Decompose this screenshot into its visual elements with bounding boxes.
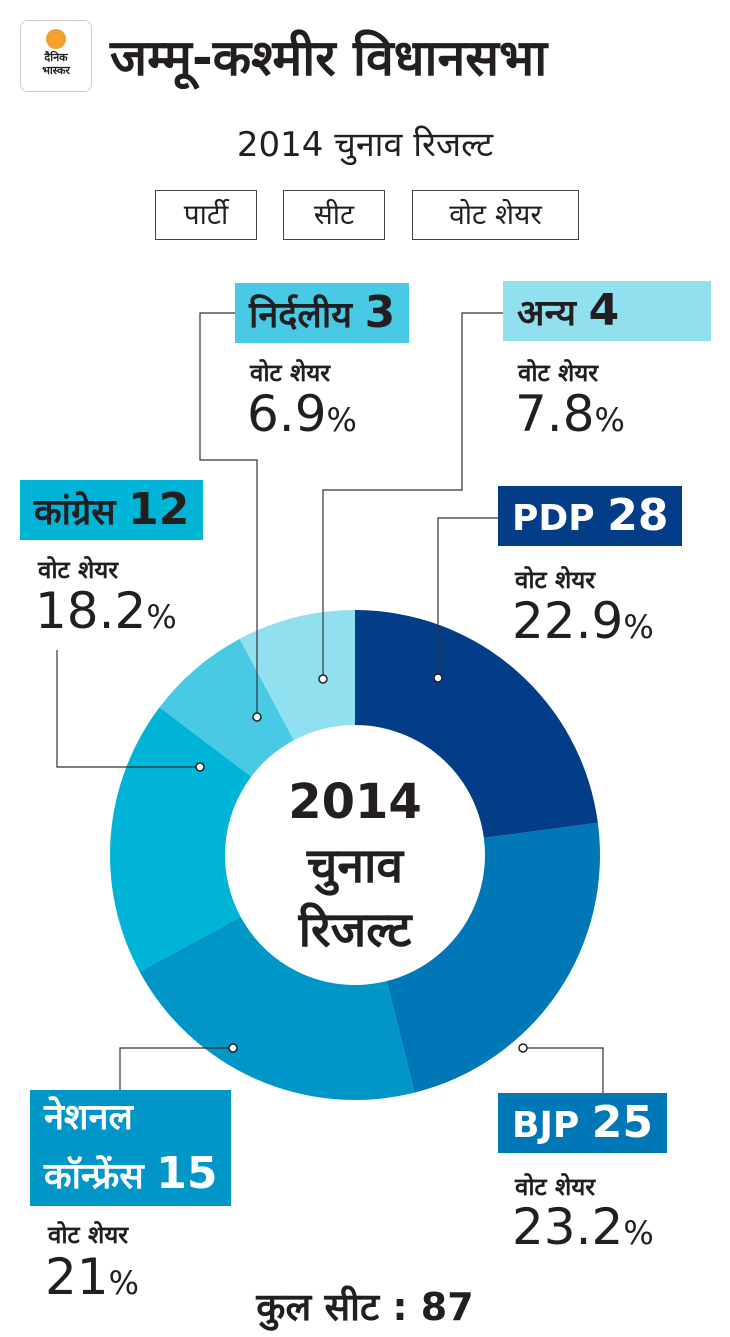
leader-line-0	[437, 517, 498, 678]
label-congress: कांग्रेस 12	[20, 480, 204, 540]
vote-share-independent: 6.9%	[247, 385, 357, 443]
leader-line-4	[199, 312, 258, 717]
leader-dot-0	[433, 673, 443, 683]
leader-dot-3	[195, 762, 205, 772]
page-title: जम्मू-कश्मीर विधानसभा	[110, 29, 548, 87]
seat-count: 25	[591, 1097, 653, 1148]
leader-dot-1	[518, 1043, 528, 1053]
vote-label: वोट शेयर	[48, 1221, 129, 1249]
subtitle: 2014 चुनाव रिजल्ट	[236, 125, 494, 165]
logo-line1: दैनिक	[44, 51, 68, 64]
party-name: PDP	[512, 498, 595, 539]
seat-count: 12	[128, 484, 190, 535]
label-nc: नेशनल कॉन्फ्रेंस 15	[30, 1090, 232, 1206]
leader-dot-2	[228, 1043, 238, 1053]
vote-label: वोट शेयर	[518, 359, 599, 387]
label-bjp: BJP 25	[498, 1093, 667, 1153]
center-line3: रिजल्ट	[298, 902, 412, 958]
vote-share-nc: 21%	[45, 1248, 140, 1306]
leader-dot-5	[318, 674, 328, 684]
label-others: अन्य 4	[503, 281, 711, 341]
tab-vote-share[interactable]: वोट शेयर	[412, 190, 579, 240]
slice-1	[386, 822, 600, 1093]
leader-line-2	[119, 1047, 233, 1090]
vote-share-others: 7.8%	[515, 385, 625, 443]
seat-count: 28	[607, 490, 669, 541]
leader-line-5	[322, 312, 503, 679]
vote-share-congress: 18.2%	[35, 582, 177, 640]
leader-line-3	[56, 650, 200, 768]
slice-3	[109, 707, 252, 972]
vote-label: वोट शेयर	[38, 556, 119, 584]
sun-icon	[46, 29, 66, 49]
vote-label: वोट शेयर	[515, 566, 596, 594]
seat-count: 4	[588, 285, 620, 336]
seat-count: 3	[364, 287, 396, 338]
total-seats: कुल सीट : 87	[256, 1285, 474, 1329]
vote-label: वोट शेयर	[250, 359, 331, 387]
center-label: 2014 चुनाव रिजल्ट	[255, 770, 455, 962]
leader-line-1	[523, 1047, 604, 1093]
center-year: 2014	[288, 774, 422, 830]
slice-5	[239, 610, 355, 741]
vote-label: वोट शेयर	[515, 1173, 596, 1201]
logo-line2: भास्कर	[42, 64, 70, 77]
center-line2: चुनाव	[306, 838, 404, 894]
label-independent: निर्दलीय 3	[235, 283, 410, 343]
slice-0	[355, 610, 598, 838]
leader-dot-4	[252, 712, 262, 722]
vote-share-bjp: 23.2%	[512, 1198, 654, 1256]
tab-seat[interactable]: सीट	[283, 190, 385, 240]
tab-party[interactable]: पार्टी	[155, 190, 257, 240]
slice-4	[159, 638, 294, 777]
party-name: BJP	[512, 1105, 580, 1146]
label-pdp: PDP 28	[498, 486, 683, 546]
dainik-bhaskar-logo: दैनिक भास्कर	[20, 20, 92, 92]
seat-count: 15	[156, 1148, 218, 1199]
vote-share-pdp: 22.9%	[512, 592, 654, 650]
slice-2	[139, 916, 415, 1100]
